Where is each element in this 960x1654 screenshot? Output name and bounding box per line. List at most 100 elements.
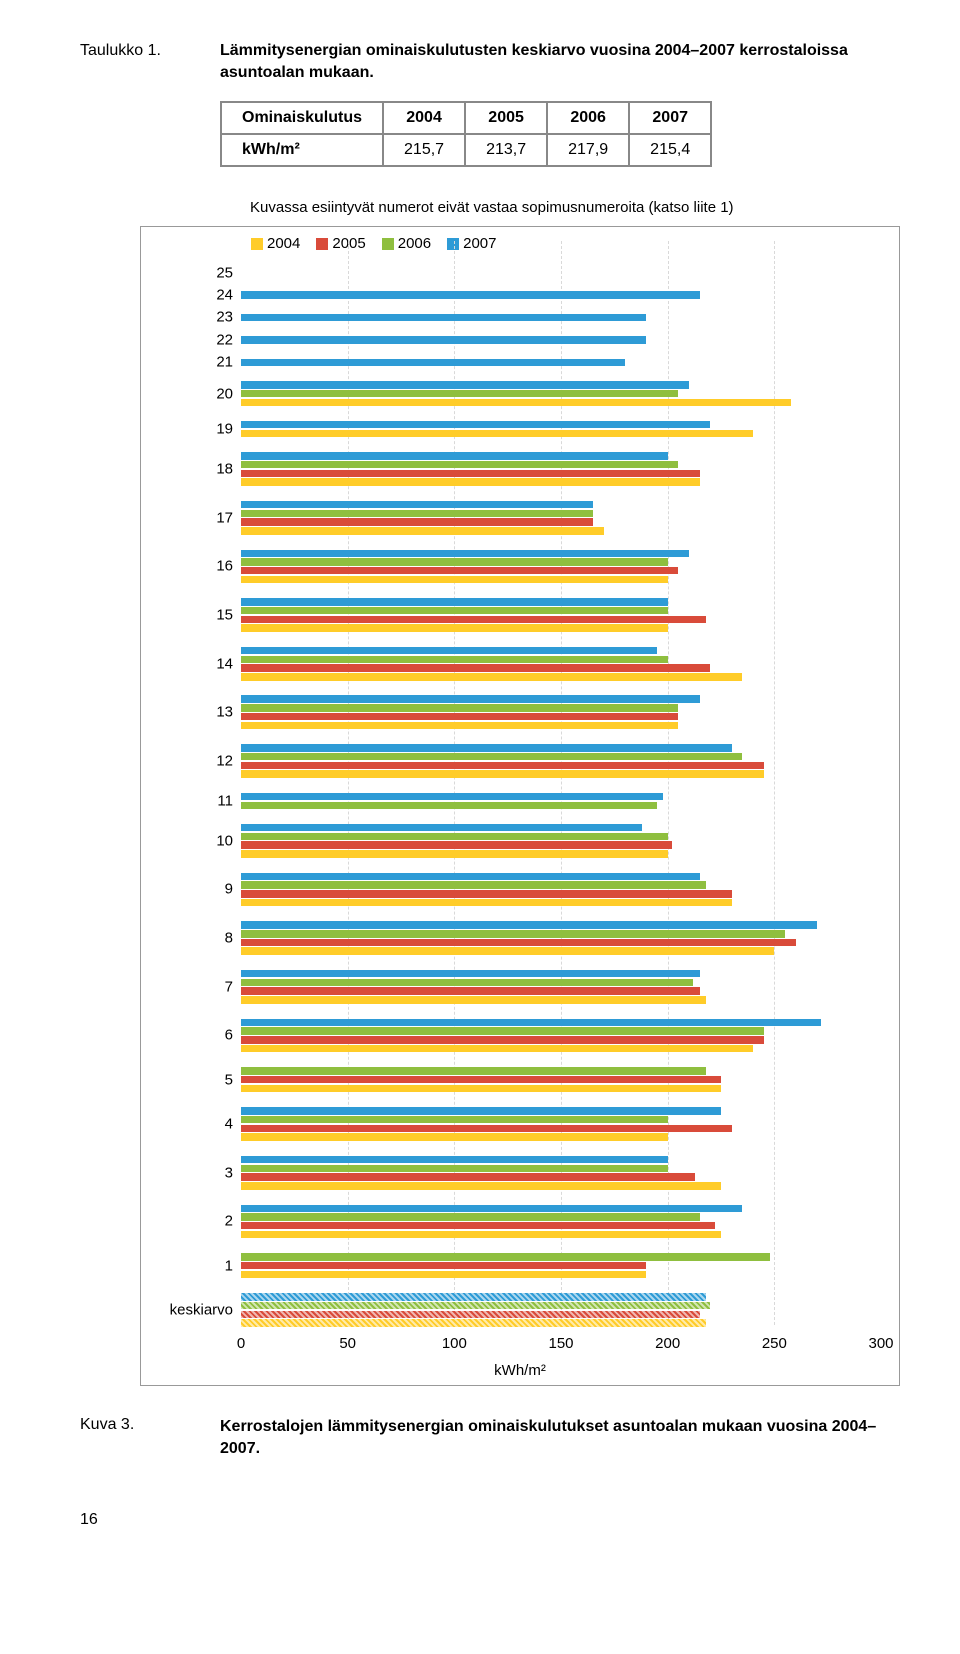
chart-note: Kuvassa esiintyvät numerot eivät vastaa … xyxy=(250,199,880,216)
y-tick: 18 xyxy=(161,461,233,478)
bar xyxy=(241,930,785,937)
y-tick: keskiarvo xyxy=(161,1301,233,1318)
bar xyxy=(241,704,678,711)
y-tick: 8 xyxy=(161,930,233,947)
bar xyxy=(241,824,642,831)
bar xyxy=(241,1027,764,1034)
bar xyxy=(241,947,774,954)
bar xyxy=(241,987,700,994)
bar xyxy=(241,478,700,485)
bar xyxy=(241,1231,721,1238)
y-tick: 11 xyxy=(161,792,233,809)
bar xyxy=(241,802,657,809)
bar xyxy=(241,722,678,729)
bar xyxy=(241,518,593,525)
bar xyxy=(241,1302,710,1309)
x-tick: 0 xyxy=(237,1335,245,1352)
bar xyxy=(241,1067,706,1074)
caption-label: Kuva 3. xyxy=(80,1416,220,1461)
bar xyxy=(241,1271,646,1278)
bar xyxy=(241,744,732,751)
page-number: 16 xyxy=(80,1511,880,1529)
bar xyxy=(241,421,710,428)
cell-2005: 213,7 xyxy=(465,134,547,166)
bar xyxy=(241,550,689,557)
bar xyxy=(241,399,791,406)
table-title: Lämmitysenergian ominaiskulutusten keski… xyxy=(220,40,880,85)
y-tick: 5 xyxy=(161,1071,233,1088)
table-heading: Taulukko 1. Lämmitysenergian ominaiskulu… xyxy=(80,40,880,85)
bar xyxy=(241,1165,668,1172)
y-tick: 14 xyxy=(161,655,233,672)
th-2006: 2006 xyxy=(547,102,629,134)
bar xyxy=(241,1205,742,1212)
bar xyxy=(241,616,706,623)
y-tick: 7 xyxy=(161,978,233,995)
x-tick: 250 xyxy=(762,1335,787,1352)
bar xyxy=(241,336,646,343)
bar xyxy=(241,1133,668,1140)
bar xyxy=(241,881,706,888)
bar xyxy=(241,753,742,760)
bar xyxy=(241,841,672,848)
th-2005: 2005 xyxy=(465,102,547,134)
bar xyxy=(241,1085,721,1092)
table-label: Taulukko 1. xyxy=(80,40,220,85)
y-tick: 15 xyxy=(161,607,233,624)
y-tick: 2 xyxy=(161,1213,233,1230)
y-tick: 1 xyxy=(161,1257,233,1274)
bar xyxy=(241,430,753,437)
bar xyxy=(241,1156,668,1163)
x-axis: 050100150200250300 xyxy=(241,1335,881,1355)
bar xyxy=(241,510,593,517)
bar xyxy=(241,291,700,298)
bar xyxy=(241,1116,668,1123)
bar xyxy=(241,939,796,946)
y-tick: 16 xyxy=(161,558,233,575)
th-2007: 2007 xyxy=(629,102,711,134)
y-tick: 19 xyxy=(161,421,233,438)
bar xyxy=(241,1311,700,1318)
bar xyxy=(241,1319,706,1326)
bar xyxy=(241,1173,695,1180)
bar xyxy=(241,501,593,508)
x-axis-label: kWh/m² xyxy=(141,1362,899,1379)
y-tick: 24 xyxy=(161,286,233,303)
y-tick: 23 xyxy=(161,309,233,326)
bar xyxy=(241,656,668,663)
bar xyxy=(241,673,742,680)
th-lead: Ominaiskulutus xyxy=(221,102,383,134)
bar xyxy=(241,664,710,671)
bar xyxy=(241,873,700,880)
y-tick: 12 xyxy=(161,752,233,769)
bar xyxy=(241,558,668,565)
x-tick: 50 xyxy=(339,1335,356,1352)
bar xyxy=(241,793,663,800)
bar xyxy=(241,647,657,654)
bar xyxy=(241,1182,721,1189)
y-tick: 10 xyxy=(161,832,233,849)
cell-2004: 215,7 xyxy=(383,134,465,166)
bar xyxy=(241,890,732,897)
bar xyxy=(241,1045,753,1052)
x-tick: 150 xyxy=(548,1335,573,1352)
bar xyxy=(241,1019,821,1026)
x-tick: 300 xyxy=(868,1335,893,1352)
bar xyxy=(241,979,693,986)
y-tick: 22 xyxy=(161,331,233,348)
bar xyxy=(241,899,732,906)
bar xyxy=(241,314,646,321)
bar xyxy=(241,470,700,477)
bar xyxy=(241,762,764,769)
bar xyxy=(241,996,706,1003)
y-tick: 13 xyxy=(161,704,233,721)
bar xyxy=(241,1036,764,1043)
y-tick: 25 xyxy=(161,264,233,281)
bar xyxy=(241,452,668,459)
bar xyxy=(241,970,700,977)
bar xyxy=(241,598,668,605)
bar xyxy=(241,607,668,614)
bar xyxy=(241,527,604,534)
x-tick: 200 xyxy=(655,1335,680,1352)
bar xyxy=(241,1222,715,1229)
